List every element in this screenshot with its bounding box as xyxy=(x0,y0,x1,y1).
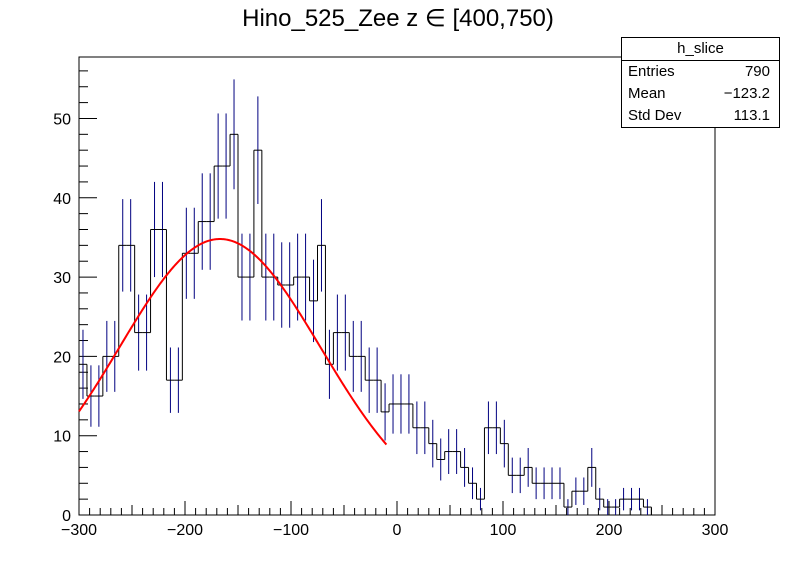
x-axis: −300 −200 −100 0 100 200 300 xyxy=(61,501,728,539)
x-tick-label: 300 xyxy=(702,522,729,539)
x-tick-label: 200 xyxy=(596,522,623,539)
stats-stddev-value: 113.1 xyxy=(733,107,770,124)
y-tick-label: 10 xyxy=(53,429,71,446)
y-tick-label: 0 xyxy=(62,508,71,525)
stats-entries-label: Entries xyxy=(628,63,675,80)
y-tick-label: 50 xyxy=(53,111,71,128)
histogram-bins xyxy=(78,133,715,516)
stats-box: h_slice Entries 790 Mean −123.2 Std Dev … xyxy=(621,37,780,128)
y-tick-label: 20 xyxy=(53,349,71,366)
y-tick-label: 40 xyxy=(53,191,71,208)
fit-curve xyxy=(78,238,388,446)
error-bars xyxy=(82,79,648,515)
chart-title: Hino_525_Zee z ∈ [400,750) xyxy=(242,5,554,32)
y-axis: 0 10 20 30 40 50 xyxy=(53,70,97,525)
plot-frame xyxy=(78,56,716,516)
stats-mean-value: −123.2 xyxy=(723,85,770,102)
stats-mean-label: Mean xyxy=(628,85,666,102)
x-tick-label: 0 xyxy=(393,522,402,539)
stats-mean-row: Mean −123.2 xyxy=(622,83,779,105)
stats-stddev-label: Std Dev xyxy=(628,107,682,124)
y-tick-label: 30 xyxy=(53,270,71,287)
x-tick-label: 100 xyxy=(490,522,517,539)
stats-entries-value: 790 xyxy=(744,63,770,80)
fit-line xyxy=(78,238,388,446)
x-tick-label: −200 xyxy=(167,522,203,539)
stats-stddev-row: Std Dev 113.1 xyxy=(622,105,779,127)
stats-entries-row: Entries 790 xyxy=(622,61,779,83)
x-tick-label: −100 xyxy=(273,522,309,539)
stats-box-title: h_slice xyxy=(622,38,779,61)
x-tick-label: −300 xyxy=(61,522,97,539)
